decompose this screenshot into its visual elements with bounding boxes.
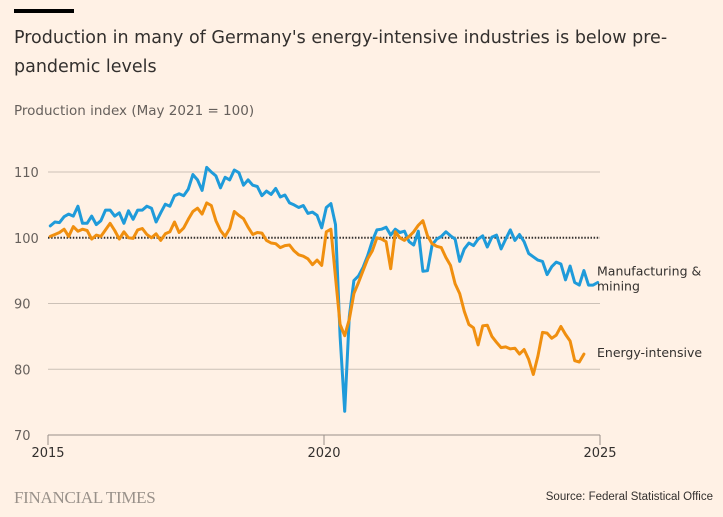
y-tick-label-90: 90 bbox=[14, 298, 31, 313]
label-line-1: Manufacturing & bbox=[597, 263, 701, 278]
y-tick-label-80: 80 bbox=[14, 363, 31, 378]
series-line-manufacturing-mining bbox=[48, 165, 600, 413]
label-manufacturing-mining: Manufacturing & mining bbox=[597, 263, 701, 293]
series-line-energy-intensive bbox=[48, 201, 586, 376]
y-tick-label-70: 70 bbox=[14, 429, 31, 444]
y-tick-label-100: 100 bbox=[14, 232, 39, 247]
gridlines bbox=[48, 171, 600, 370]
y-tick-label-110: 110 bbox=[14, 166, 39, 181]
ft-logo: FINANCIAL TIMES bbox=[14, 488, 156, 507]
label-line-2: mining bbox=[597, 278, 640, 293]
source-note: Source: Federal Statistical Office bbox=[545, 491, 713, 503]
label-energy-intensive: Energy-intensive bbox=[597, 345, 702, 360]
ft-top-rule bbox=[14, 9, 74, 13]
x-tick-label-2020: 2020 bbox=[307, 446, 340, 461]
series-labels: Manufacturing & mining Energy-intensive bbox=[597, 263, 702, 360]
x-axis: 2015 2020 2025 bbox=[31, 434, 617, 461]
x-tick-label-2015: 2015 bbox=[31, 446, 64, 461]
chart-title: Production in many of Germany's energy-i… bbox=[14, 28, 668, 77]
series-lines bbox=[48, 165, 600, 413]
x-tick-label-2025: 2025 bbox=[583, 446, 616, 461]
y-axis-ticks: 70 80 90 100 110 bbox=[14, 166, 39, 444]
chart-subtitle: Production index (May 2021 = 100) bbox=[14, 103, 255, 119]
